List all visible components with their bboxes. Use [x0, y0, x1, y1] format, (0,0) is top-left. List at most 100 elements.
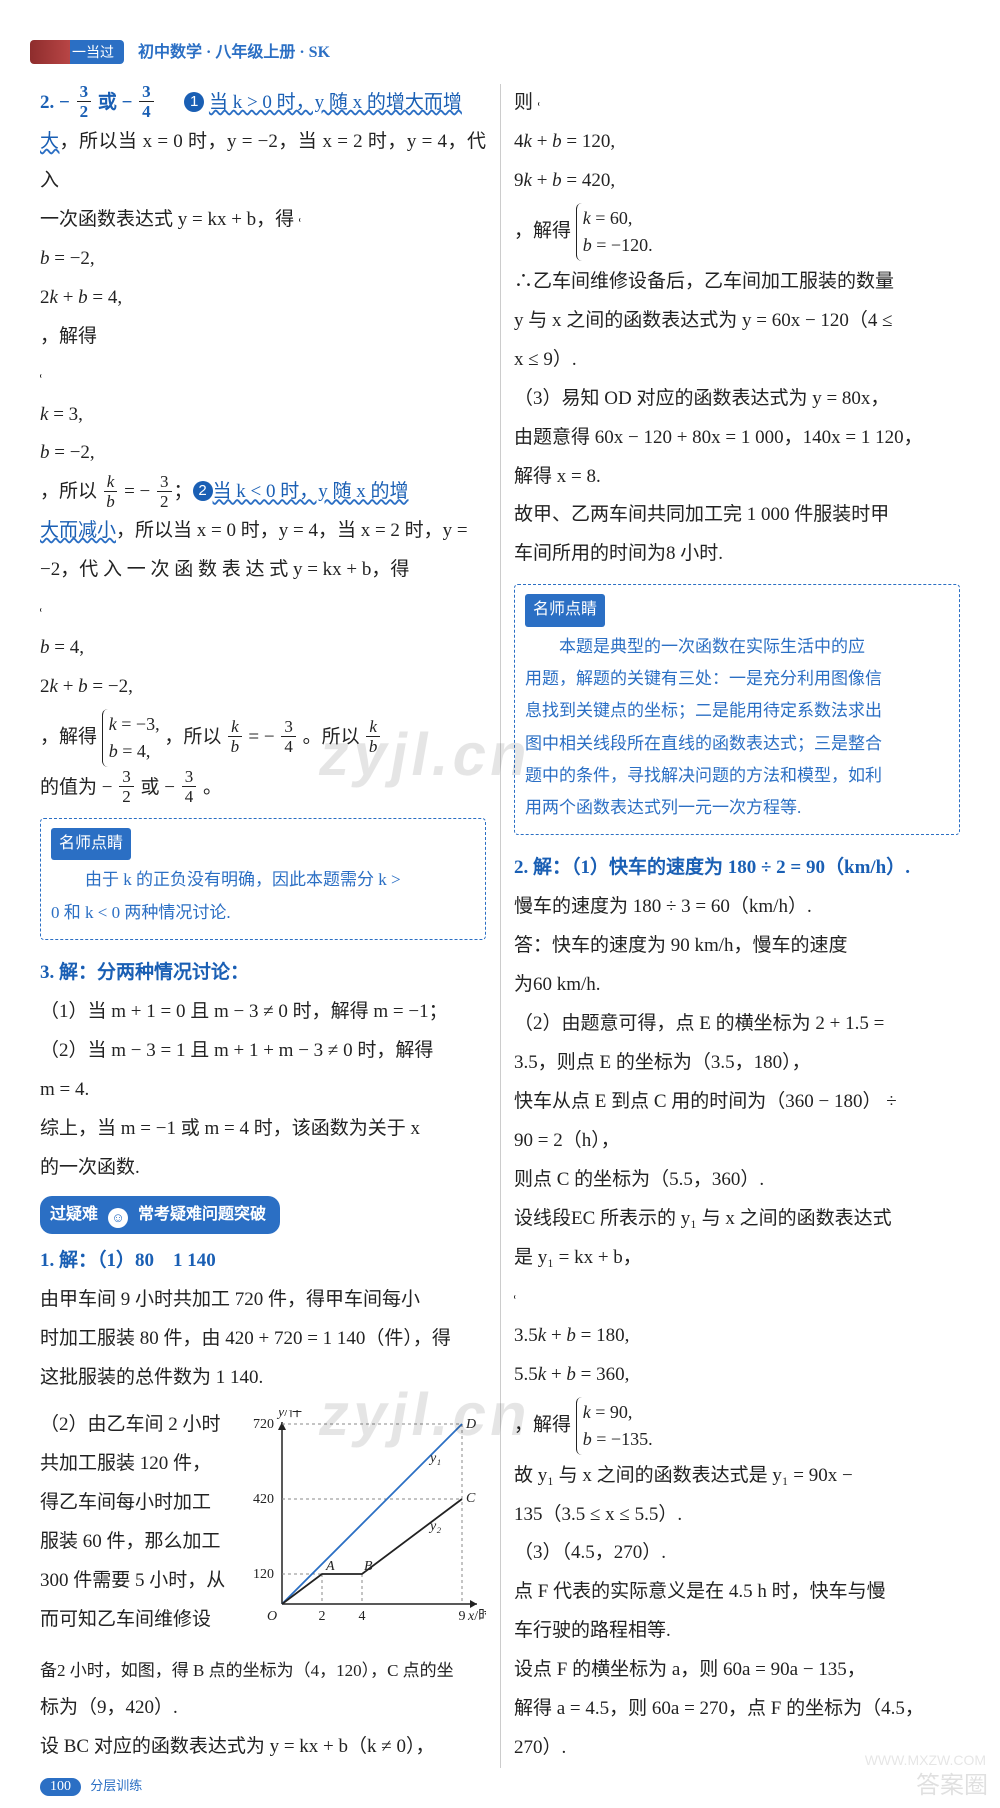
text: 90 = 2（h）， [514, 1122, 960, 1161]
p1-head: 1. 解：（1）80 1 140 [40, 1250, 216, 1271]
svg-text:x/时: x/时 [467, 1608, 486, 1624]
svg-text:y/件: y/件 [276, 1410, 302, 1420]
wave-text-4: 大而减小 [40, 520, 116, 541]
circled-1-icon: 1 [184, 92, 204, 112]
circled-2-icon: 2 [193, 481, 213, 501]
teacher-tip-2: 名师点睛 本题是典型的一次函数在实际生活中的应 用题，解题的关键有三处：一是充分… [514, 584, 960, 835]
svg-text:420: 420 [253, 1492, 274, 1507]
tip-text: 图中相关线段所在直线的函数表达式；三是整合 [525, 734, 882, 753]
text: 设线段EC 所表示的 y₁ 与 x 之间的函数表达式 [514, 1200, 960, 1239]
svg-text:y₁: y₁ [428, 1451, 441, 1466]
tip-text: 息找到关键点的坐标；二是能用待定系数法求出 [525, 701, 882, 720]
page-footer: 100 分层训练 [40, 1775, 142, 1796]
text: ，解得 [40, 326, 97, 347]
q3-head: 3. 解：分两种情况讨论： [40, 962, 249, 983]
text: 慢车的速度为 180 ÷ 3 = 60（km/h）. [514, 888, 960, 927]
svg-text:y₂: y₂ [428, 1519, 441, 1534]
text: 解得 a = 4.5，则 60a = 270，点 F 的坐标为（4.5， [514, 1690, 960, 1729]
text: ∴乙车间维修设备后，乙车间加工服装的数量 [514, 263, 960, 302]
svg-text:D: D [465, 1417, 476, 1432]
text: x ≤ 9）. [514, 341, 960, 380]
text: 或 [140, 777, 159, 798]
text: −2，代 入 一 次 函 数 表 达 式 y = kx + b，得 [40, 551, 486, 590]
brace-case [40, 374, 47, 378]
text: 由题意得 60x − 120 + 80x = 1 000，140x = 1 12… [514, 419, 960, 458]
wave-text-1: 当 k > 0 时，y 随 x 的增大而增 [209, 92, 462, 113]
text: 的值为 [40, 777, 97, 798]
text: 。 [203, 777, 222, 798]
text: （2）当 m − 3 = 1 且 m + 1 + m − 3 ≠ 0 时，解得 [40, 1032, 486, 1071]
text: 标为（9，420）. [40, 1689, 486, 1728]
text: 答：快车的速度为 90 km/h，慢车的速度 [514, 927, 960, 966]
text: ，所以 [164, 726, 221, 747]
brace-case [40, 608, 47, 612]
page-number: 100 [40, 1778, 81, 1796]
svg-text:C: C [466, 1491, 476, 1506]
text: 为60 km/h. [514, 966, 960, 1005]
svg-text:120: 120 [253, 1567, 274, 1582]
lightbulb-icon: ☺ [108, 1208, 128, 1228]
r-q2-head: 2. 解：（1）快车的速度为 180 ÷ 2 = 90（km/h）. [514, 857, 910, 878]
svg-text:A: A [325, 1559, 335, 1574]
text: 设点 F 的横坐标为 a，则 60a = 90a − 135， [514, 1651, 960, 1690]
text: 则 [514, 92, 533, 113]
section-badge: 过疑难 ☺ 常考疑难问题突破 [40, 1196, 280, 1235]
text: （3）（4.5，270）. [514, 1534, 960, 1573]
teacher-tip-1: 名师点睛 由于 k 的正负没有明确，因此本题需分 k > 0 和 k < 0 两… [40, 818, 486, 940]
text: 备2 小时，如图，得 B 点的坐标为（4，120），C 点的坐 [40, 1654, 486, 1689]
brace-case [538, 102, 545, 106]
watermark-corner: 答案圈 [916, 1765, 988, 1800]
text: 时加工服装 80 件，由 420 + 720 = 1 140（件），得 [40, 1320, 486, 1359]
brace-case [514, 1295, 521, 1299]
text: 解得 x = 8. [514, 458, 960, 497]
footer-label: 分层训练 [90, 1778, 142, 1793]
text: 一次函数表达式 y = kx + b，得 [40, 209, 294, 230]
text: 车间所用的时间为8 小时. [514, 535, 960, 574]
page-content: 2. − 32 或 − 34 1 当 k > 0 时，y 随 x 的增大而增 大… [40, 84, 960, 1768]
text: 综上，当 m = −1 或 m = 4 时，该函数为关于 x [40, 1110, 486, 1149]
text: 车行驶的路程相等. [514, 1612, 960, 1651]
text: 3.5，则点 E 的坐标为（3.5，180）， [514, 1044, 960, 1083]
svg-text:9: 9 [459, 1609, 466, 1624]
svg-text:O: O [267, 1609, 277, 1624]
text: ，所以当 x = 0 时，y = −2，当 x = 2 时，y = 4，代入 [40, 131, 486, 191]
brace-case: k = 90,b = −135. [576, 1397, 653, 1455]
tip-text: 0 和 k < 0 两种情况讨论. [51, 903, 231, 922]
text: ，所以当 x = 0 时，y = 4，当 x = 2 时，y = [116, 520, 468, 541]
text: 这批服装的总件数为 1 140. [40, 1359, 486, 1398]
text: y 与 x 之间的函数表达式为 y = 60x − 120（4 ≤ [514, 302, 960, 341]
tip-text: 用题，解题的关键有三处：一是充分利用图像信 [525, 669, 882, 688]
text: 135（3.5 ≤ x ≤ 5.5）. [514, 1496, 960, 1535]
watermark-url: WWW.MXZW.COM [865, 1752, 986, 1768]
text: （3）易知 OD 对应的函数表达式为 y = 80x， [514, 380, 960, 419]
tip-text: 用两个函数表达式列一元一次方程等. [525, 798, 801, 817]
text: 故甲、乙两车间共同加工完 1 000 件服装时甲 [514, 496, 960, 535]
q2-number: 2. [40, 92, 54, 113]
text: 由甲车间 9 小时共加工 720 件，得甲车间每小 [40, 1281, 486, 1320]
brace-case: k = 60,b = −120. [576, 203, 653, 261]
header-title: 初中数学 · 八年级上册 · SK [138, 38, 330, 62]
q2-answer: − 32 或 − 34 [59, 92, 160, 113]
text: （2）由题意可得，点 E 的横坐标为 2 + 1.5 = [514, 1005, 960, 1044]
text: 是 y₁ = kx + b， [514, 1239, 960, 1278]
text: 的一次函数. [40, 1149, 486, 1188]
tip-text: 本题是典型的一次函数在实际生活中的应 [525, 637, 865, 656]
text: （1）当 m + 1 = 0 且 m − 3 ≠ 0 时，解得 m = −1； [40, 993, 486, 1032]
badge-right: 常考疑难问题突破 [138, 1206, 266, 1223]
text: 。所以 [303, 726, 360, 747]
svg-text:4: 4 [359, 1609, 366, 1624]
chart-svg: 120 420 720 2 4 9 O y/件 x/时 D C A B y₁ y… [246, 1410, 486, 1640]
badge-left: 过疑难 [50, 1206, 98, 1223]
brace-case: k = −3,b = 4, [102, 709, 160, 767]
wave-text-2: 大 [40, 131, 59, 152]
svg-text:B: B [364, 1559, 373, 1574]
text: ，解得 [514, 1414, 571, 1435]
text: 快车从点 E 到点 C 用的时间为（360 − 180） ÷ [514, 1083, 960, 1122]
text: ，解得 [40, 726, 97, 747]
header-tag: 一当过 [70, 40, 124, 64]
tip-text: 由于 k 的正负没有明确，因此本题需分 k > [51, 870, 401, 889]
tip-text: 题中的条件，寻找解决问题的方法和模型，如利 [525, 766, 882, 785]
text: 点 F 代表的实际意义是在 4.5 h 时，快车与慢 [514, 1573, 960, 1612]
text: m = 4. [40, 1071, 486, 1110]
text: 故 y₁ 与 x 之间的函数表达式是 y₁ = 90x − [514, 1457, 960, 1496]
